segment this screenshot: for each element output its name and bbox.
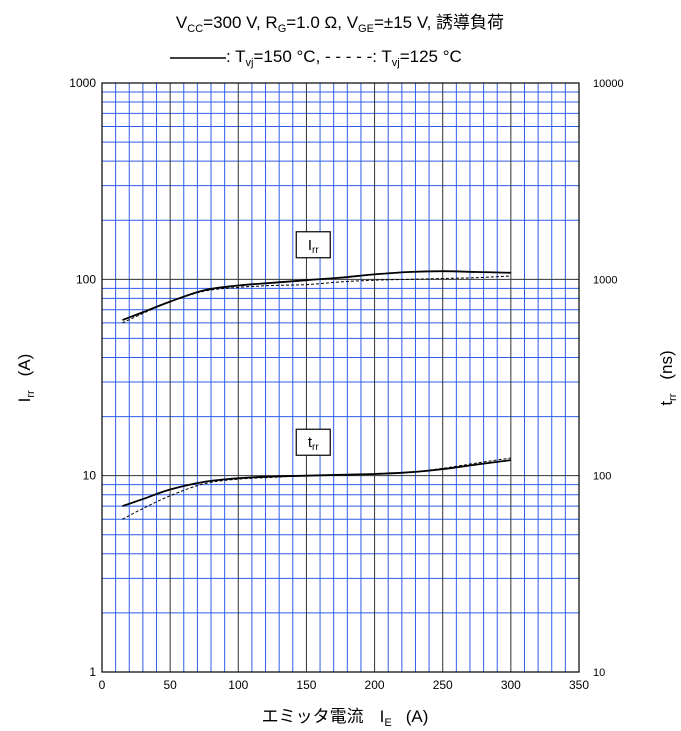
y-left-tick-label: 1	[89, 665, 96, 679]
x-tick-label: 300	[501, 678, 521, 692]
series-line-trr-150	[122, 459, 511, 507]
legend-dash-marker: - - - - -	[325, 47, 372, 66]
chart-title-line1: VCC=300 V, RG=1.0 Ω, VGE=±15 V, 誘導負荷	[176, 13, 504, 35]
x-tick-label: 150	[296, 678, 316, 692]
grid	[101, 82, 580, 673]
legend-solid-label: : T	[226, 47, 246, 66]
x-axis-label: エミッタ電流 IE (A)	[262, 707, 429, 729]
y-right-tick-label: 10	[593, 667, 605, 679]
y-axis-left-label: Irr(A)	[15, 354, 37, 403]
tick-labels: 0 50 100 150 200 250 300 350 1 10 100 1000 10 100 1000…	[69, 76, 623, 692]
series-line-trr-125	[122, 457, 511, 520]
svg-text:Irr: Irr	[308, 237, 320, 256]
x-tick-label: 50	[163, 678, 177, 692]
y-left-tick-label: 100	[76, 272, 96, 286]
x-tick-label: 350	[569, 678, 589, 692]
curves	[122, 270, 511, 520]
y-axis-right-label: trr(ns)	[657, 350, 679, 405]
series-line-irr-125	[122, 275, 511, 324]
y-right-tick-label: 10000	[593, 78, 624, 90]
annotation-trr: trr	[295, 428, 331, 456]
x-tick-label: 250	[433, 678, 453, 692]
y-right-tick-label: 100	[593, 471, 611, 483]
x-tick-label: 200	[365, 678, 385, 692]
plot-frame	[101, 82, 580, 673]
legend: : Tvj=150 °C, - - - - -: Tvj=125 °C	[170, 47, 462, 69]
y-left-tick-label: 10	[83, 469, 97, 483]
x-tick-label: 0	[99, 678, 106, 692]
y-right-tick-label: 1000	[593, 274, 617, 286]
legend-dash-label: : T	[372, 47, 392, 66]
svg-text:trr: trr	[308, 434, 320, 453]
annotation-irr: Irr	[295, 231, 331, 259]
svg-text:: Tvj=150 °C, - - - - -: Tvj=1: : Tvj=150 °C, - - - - -: Tvj=125 °C	[226, 47, 462, 69]
x-tick-label: 100	[228, 678, 248, 692]
y-left-tick-label: 1000	[69, 76, 96, 90]
